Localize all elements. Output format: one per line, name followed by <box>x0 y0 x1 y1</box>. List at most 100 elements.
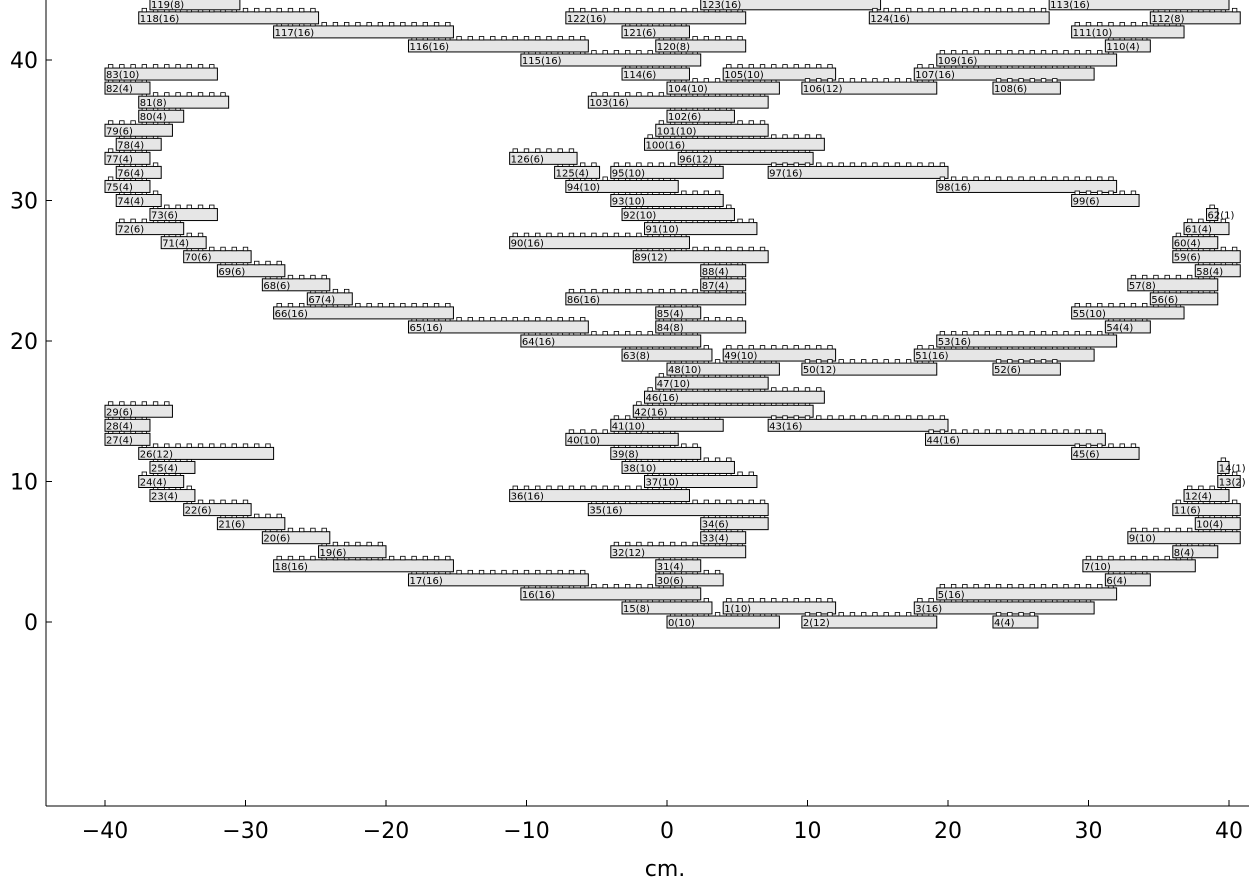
brick: 104(10) <box>666 78 780 95</box>
brick-stud <box>861 78 867 83</box>
brick-stud <box>692 36 698 41</box>
brick-stud <box>883 612 889 617</box>
brick-stud <box>197 92 204 97</box>
brick-stud <box>1029 429 1035 434</box>
brick: 77(4) <box>104 148 151 165</box>
brick-stud <box>613 584 620 589</box>
brick-stud <box>928 415 934 420</box>
brick: 117(16) <box>273 21 454 39</box>
brick: 45(6) <box>1071 443 1140 460</box>
brick-label: 47(10) <box>657 379 690 390</box>
brick: 11(6) <box>1172 499 1241 517</box>
brick: 59(6) <box>1172 246 1241 264</box>
brick: 14(1) <box>1217 457 1246 474</box>
brick-stud <box>692 443 698 448</box>
brick-stud <box>456 317 462 322</box>
brick-stud <box>658 92 665 97</box>
brick-stud <box>152 162 159 167</box>
brick-stud <box>1063 176 1069 181</box>
brick-stud <box>1029 359 1035 364</box>
brick-stud <box>1085 555 1092 561</box>
brick-stud <box>433 555 440 561</box>
brick-body <box>1071 194 1140 207</box>
brick-stud <box>1063 331 1069 336</box>
brick-stud <box>1130 555 1137 561</box>
brick-stud <box>737 64 743 69</box>
brick-body <box>565 179 679 193</box>
brick-label: 8(4) <box>1174 548 1195 559</box>
brick-stud <box>186 443 192 448</box>
brick-stud <box>782 415 788 420</box>
brick-body <box>610 545 747 559</box>
brick-body <box>655 320 747 334</box>
brick-stud <box>299 302 305 308</box>
brick-body <box>722 601 837 615</box>
brick: 126(6) <box>509 148 578 165</box>
brick-body <box>1127 278 1219 292</box>
brick-stud <box>1085 21 1092 27</box>
brick-stud <box>1097 50 1103 55</box>
brick-stud <box>332 288 339 294</box>
brick: 72(6) <box>115 218 185 236</box>
brick-stud <box>1108 176 1114 181</box>
brick-body <box>700 264 747 278</box>
brick-stud <box>456 569 462 575</box>
brick-label: 95(10) <box>612 168 645 179</box>
brick: 100(16) <box>644 134 825 151</box>
brick-stud <box>287 555 294 561</box>
brick-stud <box>1074 429 1080 434</box>
brick: 31(4) <box>655 555 702 573</box>
brick-stud <box>164 64 170 69</box>
brick-body <box>801 81 938 95</box>
brick-stud <box>681 190 687 195</box>
x-tick-label: 10 <box>794 819 822 844</box>
brick-label: 94(10) <box>567 182 600 193</box>
brick-stud <box>714 78 721 83</box>
brick-label: 60(4) <box>1174 239 1201 250</box>
brick: 87(4) <box>700 274 747 292</box>
brick-stud <box>962 50 968 55</box>
brick-stud <box>816 134 822 139</box>
brick-stud <box>355 21 361 27</box>
brick-stud <box>771 415 777 420</box>
brick-label: 75(4) <box>106 182 133 193</box>
brick: 63(8) <box>621 345 713 362</box>
brick-stud <box>928 345 934 350</box>
brick-stud <box>995 359 1002 364</box>
brick-stud <box>1085 176 1092 181</box>
brick-stud <box>580 429 586 434</box>
brick: 112(8) <box>1149 7 1241 25</box>
brick-stud <box>490 569 496 575</box>
brick-body <box>621 25 690 39</box>
brick-label: 49(10) <box>724 351 757 362</box>
brick: 29(6) <box>104 401 173 418</box>
brick: 86(16) <box>565 288 747 306</box>
brick: 107(16) <box>913 64 1095 81</box>
brick-stud <box>1040 176 1047 181</box>
brick-body <box>1127 531 1241 545</box>
brick-stud <box>995 584 1002 589</box>
brick-body <box>992 615 1039 629</box>
brick-label: 22(6) <box>185 506 212 517</box>
brick-label: 118(16) <box>140 14 180 25</box>
brick-stud <box>782 162 788 167</box>
brick-stud <box>321 274 327 280</box>
brick-label: 40(10) <box>567 435 600 446</box>
brick-stud <box>984 50 990 55</box>
x-tick-label: 20 <box>934 819 962 844</box>
brick-stud <box>625 584 631 589</box>
brick-label: 50(12) <box>803 365 836 376</box>
brick: 8(4) <box>1172 541 1219 559</box>
brick-stud <box>591 92 597 97</box>
brick-stud <box>1007 176 1013 181</box>
x-tick-label: 0 <box>660 819 674 844</box>
brick-body <box>644 222 758 236</box>
brick-body <box>666 81 780 95</box>
brick-stud <box>557 232 563 238</box>
brick-stud <box>939 7 946 13</box>
brick-body <box>216 517 286 531</box>
brick-stud <box>1018 612 1024 617</box>
brick-label: 81(8) <box>140 98 167 109</box>
brick-stud <box>872 7 878 13</box>
brick-stud <box>625 162 631 167</box>
